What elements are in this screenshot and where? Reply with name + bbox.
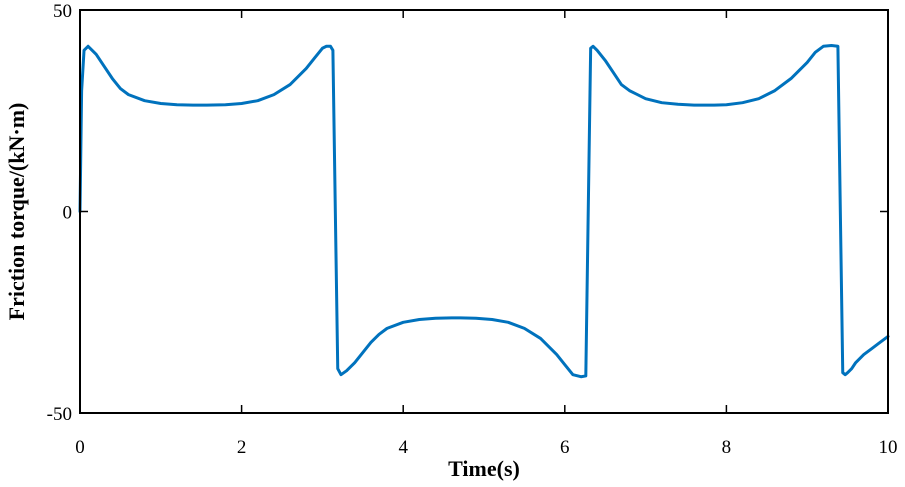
y-axis-title: Friction torque/(kN·m): [4, 103, 29, 321]
series-line: [78, 43, 890, 379]
x-tick-label: 4: [398, 437, 408, 458]
series-layer: [78, 43, 890, 379]
y-tick-label: -50: [47, 404, 72, 425]
y-tick-label: 0: [63, 203, 73, 224]
x-tick-label: 10: [879, 437, 898, 458]
x-tick-label: 0: [75, 437, 85, 458]
y-tick-label: 50: [53, 1, 72, 22]
x-axis-title: Time(s): [448, 456, 520, 481]
x-tick-label: 6: [560, 437, 570, 458]
plot-frame: [79, 9, 889, 414]
x-tick-label: 2: [237, 437, 247, 458]
x-tick-label: 8: [722, 437, 732, 458]
